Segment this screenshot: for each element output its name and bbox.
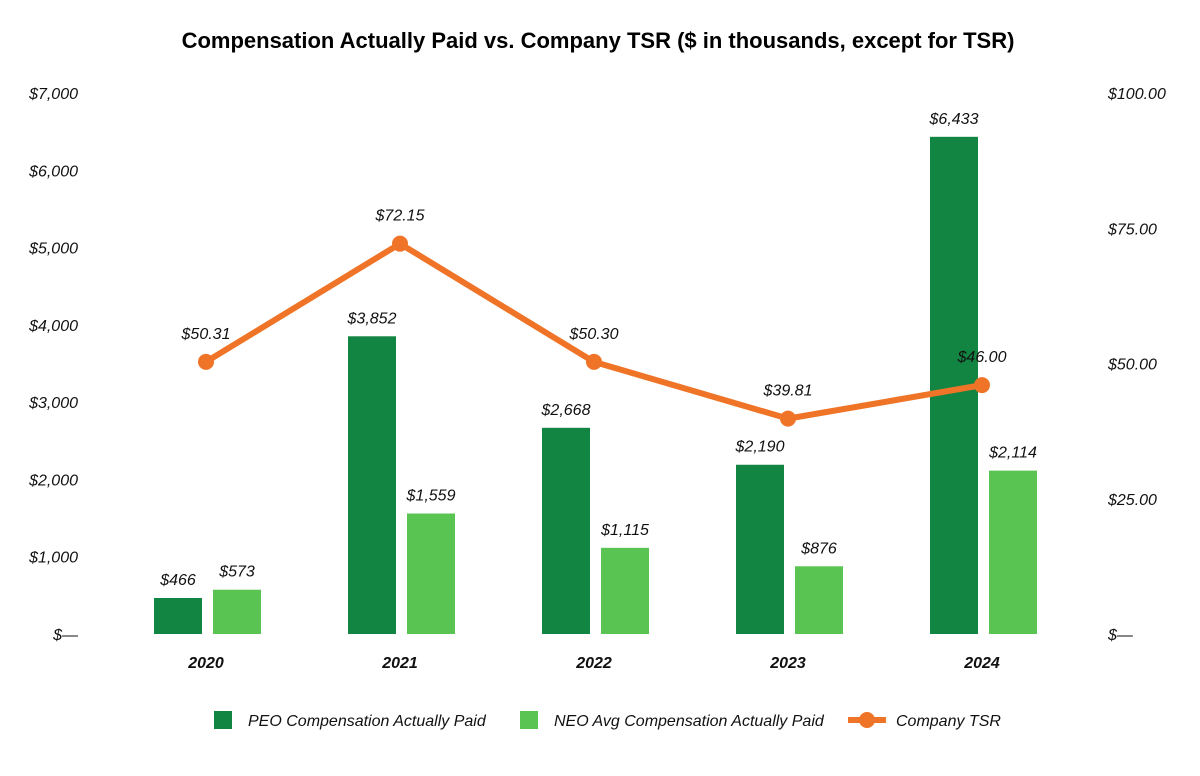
tsr-point-label: $46.00: [957, 349, 1007, 366]
x-axis-tick-label: 2021: [381, 655, 418, 672]
neo-bar-label: $1,115: [600, 522, 649, 539]
neo-bar: [601, 547, 649, 634]
tsr-point: [198, 353, 214, 370]
peo-bar: [154, 597, 202, 634]
tsr-point-label: $39.81: [763, 383, 813, 400]
chart-title: Compensation Actually Paid vs. Company T…: [182, 28, 1015, 53]
tsr-point-label: $50.30: [569, 326, 619, 343]
x-axis-tick-label: 2024: [963, 655, 1000, 672]
left-axis-tick-label: $2,000: [28, 472, 78, 489]
tsr-line: $50.31 $72.15 $50.30 $39.81 $46.00: [181, 208, 1007, 427]
right-axis-tick-label: $50.00: [1107, 357, 1157, 374]
right-axis-tick-label: $100.00: [1107, 86, 1166, 103]
neo-bar-label: $573: [218, 564, 255, 581]
x-axis-tick-label: 2020: [187, 655, 224, 672]
legend-label: NEO Avg Compensation Actually Paid: [554, 713, 825, 730]
left-axis-tick-label: $7,000: [28, 86, 78, 103]
peo-bar-label: $2,668: [541, 402, 591, 419]
neo-bar-label: $2,114: [988, 445, 1037, 462]
x-axis-tick-label: 2023: [769, 655, 806, 672]
left-axis-tick-label: $5,000: [28, 241, 78, 258]
neo-bar: [407, 513, 455, 634]
left-axis-tick-label: $6,000: [28, 163, 78, 180]
peo-bar: [542, 427, 590, 634]
x-axis: 2020 2021 2022 2023 2024: [187, 655, 1000, 672]
neo-bar: [213, 589, 261, 634]
legend-marker: [859, 712, 875, 728]
tsr-point: [392, 235, 408, 252]
neo-bar: [989, 470, 1037, 634]
legend-label: PEO Compensation Actually Paid: [248, 713, 487, 730]
tsr-point-label: $50.31: [181, 326, 231, 343]
right-axis-tick-label: $—: [1107, 627, 1134, 644]
peo-bar-label: $466: [159, 572, 196, 589]
tsr-point: [586, 353, 602, 370]
right-axis-tick-label: $25.00: [1107, 492, 1157, 509]
left-axis-tick-label: $1,000: [28, 550, 78, 567]
tsr-point: [974, 377, 990, 394]
legend-swatch: [214, 711, 232, 729]
peo-bar-label: $2,190: [735, 439, 785, 456]
peo-bar: [736, 464, 784, 634]
left-axis: $— $1,000 $2,000 $3,000 $4,000 $5,000 $6,000 $7…: [28, 86, 79, 644]
right-axis-tick-label: $75.00: [1107, 221, 1157, 238]
peo-bar-label: $6,433: [929, 111, 979, 128]
left-axis-tick-label: $—: [52, 627, 79, 644]
peo-bar: [348, 336, 396, 634]
neo-bar-label: $1,559: [406, 488, 456, 505]
neo-bar-label: $876: [800, 540, 837, 557]
x-axis-tick-label: 2022: [575, 655, 612, 672]
neo-bar: [795, 566, 843, 634]
left-axis-tick-label: $3,000: [28, 395, 78, 412]
legend: PEO Compensation Actually Paid NEO Avg Co…: [214, 711, 1001, 730]
tsr-point: [780, 410, 796, 427]
tsr-point-label: $72.15: [375, 208, 425, 225]
legend-swatch: [520, 711, 538, 729]
bars: $466 $3,852 $2,668 $2,190 $6,433 $573 $1,559 $1…: [154, 111, 1037, 635]
peo-bar-label: $3,852: [347, 310, 397, 327]
legend-label: Company TSR: [896, 713, 1001, 730]
right-axis: $— $25.00 $50.00 $75.00 $100.00: [1107, 86, 1166, 644]
left-axis-tick-label: $4,000: [28, 318, 78, 335]
